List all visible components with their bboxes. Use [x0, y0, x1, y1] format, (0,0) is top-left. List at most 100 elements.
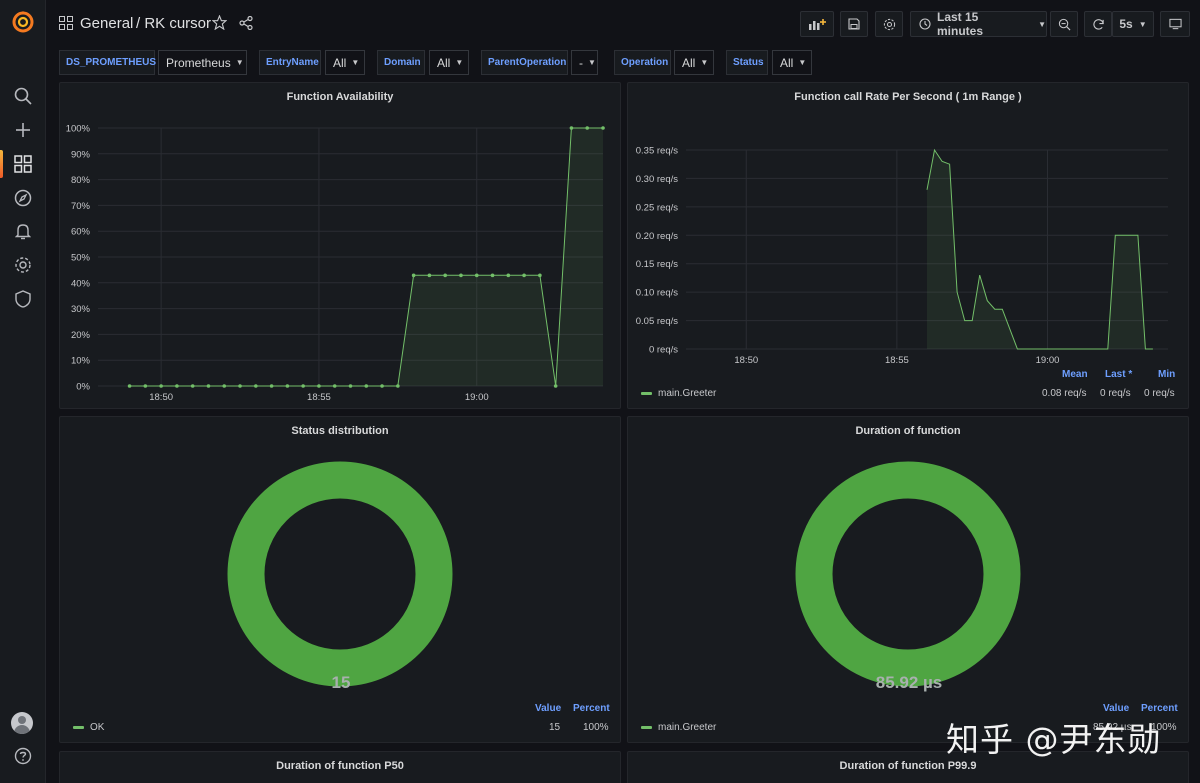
variable-select-operation[interactable]: All ▼: [674, 50, 714, 75]
data-point: [490, 273, 495, 278]
call-rate-chart: 0 req/s 0.05 req/s 0.10 req/s 0.15 req/s 0.2…: [636, 146, 1168, 366]
y-tick-label: 70%: [71, 201, 91, 212]
variable-select-domain[interactable]: All ▼: [429, 50, 469, 75]
data-point: [175, 384, 179, 388]
zoom-out-button[interactable]: [1050, 11, 1078, 37]
data-point: [190, 384, 195, 388]
data-point: [254, 384, 258, 388]
status-donut-chart: [227, 461, 453, 687]
refresh-button[interactable]: [1084, 11, 1112, 37]
time-range-picker[interactable]: Last 15 minutes ▼: [910, 10, 1047, 38]
data-point: [411, 273, 416, 278]
y-tick-label: 80%: [71, 175, 91, 186]
star-icon[interactable]: [211, 14, 228, 35]
breadcrumb-folder[interactable]: General: [80, 15, 134, 32]
y-tick-label: 0.05 req/s: [636, 316, 678, 327]
legend-value: 85.92 µs: [1093, 722, 1132, 733]
variable-value: Prometheus: [166, 55, 231, 70]
series-area-fill: [927, 150, 1153, 349]
variable-label-operation: Operation: [614, 50, 671, 75]
variable-label-entryname: EntryName: [259, 50, 321, 75]
variable-label-domain: Domain: [377, 50, 425, 75]
variable-select-ds-prometheus[interactable]: Prometheus ▼: [158, 50, 247, 75]
variable-value: All: [682, 55, 696, 70]
legend-series-item[interactable]: OK: [73, 722, 104, 733]
panel-title: Duration of function: [855, 425, 961, 437]
data-point: [364, 384, 369, 388]
variable-select-parentoperation[interactable]: - ▼: [571, 50, 598, 75]
legend-series-name: OK: [90, 722, 105, 733]
legend-header-value[interactable]: Value: [535, 703, 562, 714]
legend-header-value[interactable]: Value: [1103, 703, 1130, 714]
data-point: [348, 384, 353, 388]
chevron-down-icon: ▼: [798, 58, 807, 67]
panel-title: Duration of function P99.9: [839, 760, 977, 772]
availability-chart: 0% 10% 20% 30% 40% 50% 60% 70% 80% 90% 100% 18:50 18…: [66, 124, 605, 403]
y-tick-label: 50%: [71, 253, 91, 264]
legend-value-last: 0 req/s: [1100, 388, 1131, 399]
grafana-logo-icon[interactable]: [11, 10, 35, 34]
alerting-bell-icon[interactable]: [11, 219, 35, 243]
data-point: [459, 273, 463, 278]
x-tick-label: 18:55: [307, 392, 331, 403]
y-tick-label: 40%: [71, 278, 91, 289]
legend-value-min: 0 req/s: [1144, 388, 1175, 399]
data-point: [601, 126, 605, 130]
panel-status-distribution[interactable]: Status distribution 15 Value Percent OK …: [59, 416, 621, 743]
legend-value-mean: 0.08 req/s: [1042, 388, 1087, 399]
y-tick-label: 0.20 req/s: [636, 231, 678, 242]
legend-header-percent[interactable]: Percent: [573, 703, 610, 714]
data-point: [474, 273, 479, 278]
chevron-down-icon: ▼: [351, 58, 360, 67]
variable-label-status: Status: [726, 50, 768, 75]
plus-icon[interactable]: [11, 118, 35, 142]
search-icon[interactable]: [11, 84, 35, 108]
donut-slice: [795, 461, 1021, 687]
panel-duration-p50[interactable]: Duration of function P50: [59, 751, 621, 783]
panel-function-call-rate[interactable]: Function call Rate Per Second ( 1m Range…: [627, 82, 1189, 409]
x-tick-label: 18:50: [734, 355, 758, 366]
series-color-swatch: [641, 725, 652, 729]
legend-percent: 100%: [583, 722, 609, 733]
explore-icon[interactable]: [11, 186, 35, 210]
variable-select-status[interactable]: All ▼: [772, 50, 812, 75]
series-color-swatch: [641, 391, 652, 395]
variable-value: All: [780, 55, 794, 70]
legend-header-min[interactable]: Min: [1158, 369, 1176, 380]
help-icon[interactable]: [11, 744, 35, 768]
y-tick-label: 90%: [71, 149, 91, 160]
y-tick-label: 0.30 req/s: [636, 174, 678, 185]
save-dashboard-button[interactable]: [840, 11, 868, 37]
variable-select-entryname[interactable]: All ▼: [325, 50, 365, 75]
server-admin-shield-icon[interactable]: [11, 287, 35, 311]
tv-mode-button[interactable]: [1160, 11, 1190, 37]
time-range-label: Last 15 minutes: [937, 10, 984, 38]
legend-series-name: main.Greeter: [658, 722, 717, 733]
legend-series-item[interactable]: main.Greeter: [641, 722, 716, 733]
panel-function-availability[interactable]: Function Availability 0% 10% 20% 30% 40% 50% 6…: [59, 82, 621, 409]
variable-value: All: [437, 55, 451, 70]
dashboard-title[interactable]: / RK cursor: [136, 15, 212, 32]
legend-header-percent[interactable]: Percent: [1141, 703, 1178, 714]
clock-icon: [919, 18, 931, 30]
add-panel-button[interactable]: [800, 11, 834, 37]
series-line: [926, 148, 1153, 350]
data-point: [443, 273, 447, 278]
panel-title: Function Availability: [286, 91, 394, 103]
panel-duration-of-function[interactable]: Duration of function 85.92 µs Value Perc…: [627, 416, 1189, 743]
settings-gear-button[interactable]: [875, 11, 903, 37]
y-tick-label: 10%: [71, 356, 91, 367]
data-point: [380, 384, 384, 388]
share-icon[interactable]: [239, 15, 253, 35]
configuration-gear-icon[interactable]: [11, 253, 35, 277]
user-avatar[interactable]: [11, 712, 33, 734]
data-point: [301, 384, 305, 388]
data-point: [569, 126, 574, 130]
legend-header-mean[interactable]: Mean: [1062, 369, 1088, 380]
dashboards-icon[interactable]: [11, 152, 35, 176]
panel-duration-p999[interactable]: Duration of function P99.9: [627, 751, 1189, 783]
refresh-interval-picker[interactable]: 5s ▼: [1112, 11, 1154, 37]
legend-series-item[interactable]: main.Greeter: [641, 388, 716, 399]
legend-header-last[interactable]: Last *: [1105, 369, 1133, 380]
top-navbar: General / RK cursor Last 15 minutes ▼ 5s…: [46, 0, 1200, 48]
